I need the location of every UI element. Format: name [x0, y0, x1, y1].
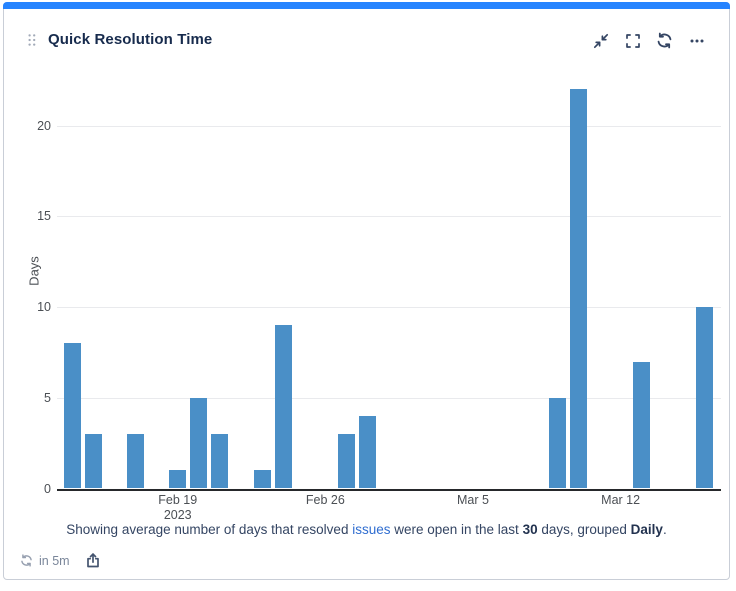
x-tick-date: Mar 12 — [601, 493, 641, 507]
issues-link[interactable]: issues — [352, 522, 391, 537]
y-axis-title: Days — [26, 256, 42, 286]
chart-bar[interactable] — [169, 470, 187, 489]
chart-bar[interactable] — [211, 434, 229, 489]
x-axis-tick-label: Feb 19 2023 — [133, 493, 223, 523]
fullscreen-button[interactable] — [624, 32, 641, 49]
export-icon — [86, 553, 99, 568]
y-axis-tick-label: 15 — [37, 209, 51, 224]
chart-bar[interactable] — [274, 325, 292, 489]
x-axis-line — [57, 488, 721, 491]
gridline — [57, 397, 721, 399]
chart-bar[interactable] — [84, 434, 102, 489]
caption-segment: Showing average number of days that reso… — [66, 522, 353, 537]
refresh-icon — [657, 32, 672, 49]
x-axis-tick-label: Feb 26 — [280, 493, 370, 508]
y-axis-tick-label: 5 — [44, 390, 51, 405]
gridline — [57, 216, 721, 218]
collapse-icon — [593, 33, 608, 48]
y-axis-tick-label: 0 — [44, 481, 51, 496]
x-axis-tick-label: Mar 5 — [428, 493, 518, 508]
chart-bar[interactable] — [337, 434, 355, 489]
collapse-button[interactable] — [592, 32, 609, 49]
gridline — [57, 125, 721, 127]
chart-caption: Showing average number of days that reso… — [4, 522, 729, 537]
x-tick-date: Feb 26 — [305, 493, 345, 507]
gadget-panel: Quick Resolution Time — [3, 2, 730, 580]
chart-bar[interactable] — [127, 434, 145, 489]
chart-bar[interactable] — [569, 89, 587, 489]
chart-bar[interactable] — [696, 307, 714, 489]
chart-area: Days 0 5 10 15 20 Feb 19 2023 Feb 26 Mar 5 Mar 12 — [4, 3, 729, 579]
refresh-countdown-label: in 5m — [39, 553, 70, 568]
panel-title: Quick Resolution Time — [48, 31, 213, 48]
x-axis-tick-label: Mar 12 — [576, 493, 666, 508]
caption-grouping: Daily — [630, 522, 663, 537]
toolbar — [592, 32, 705, 49]
export-button[interactable] — [85, 552, 101, 569]
drag-handle-icon[interactable] — [27, 33, 37, 47]
x-tick-year: 2023 — [163, 508, 192, 522]
chart-bar[interactable] — [253, 470, 271, 489]
chart-bar[interactable] — [63, 343, 81, 489]
more-button[interactable] — [688, 32, 705, 49]
x-tick-date: Mar 5 — [457, 493, 489, 507]
x-tick-date: Feb 19 — [158, 493, 198, 507]
chart-bar[interactable] — [633, 361, 651, 489]
fullscreen-icon — [625, 33, 640, 48]
panel-accent-bar — [3, 2, 730, 9]
gridline — [57, 307, 721, 309]
y-axis-tick-label: 10 — [37, 300, 51, 315]
caption-segment: days, grouped — [537, 522, 631, 537]
auto-refresh-button[interactable] — [20, 554, 33, 567]
dots-grid-icon — [28, 34, 36, 46]
caption-segment: were open in the last — [390, 522, 523, 537]
refresh-button[interactable] — [656, 32, 673, 49]
caption-segment: . — [662, 522, 667, 537]
chart-bar[interactable] — [548, 397, 566, 489]
chart-bar[interactable] — [359, 415, 377, 489]
chart-bar[interactable] — [190, 397, 208, 489]
caption-days-count: 30 — [522, 522, 538, 537]
y-axis-tick-label: 20 — [37, 118, 51, 133]
ellipsis-icon — [690, 39, 703, 42]
refresh-countdown-icon — [21, 554, 32, 567]
panel-footer: in 5m — [20, 552, 101, 569]
